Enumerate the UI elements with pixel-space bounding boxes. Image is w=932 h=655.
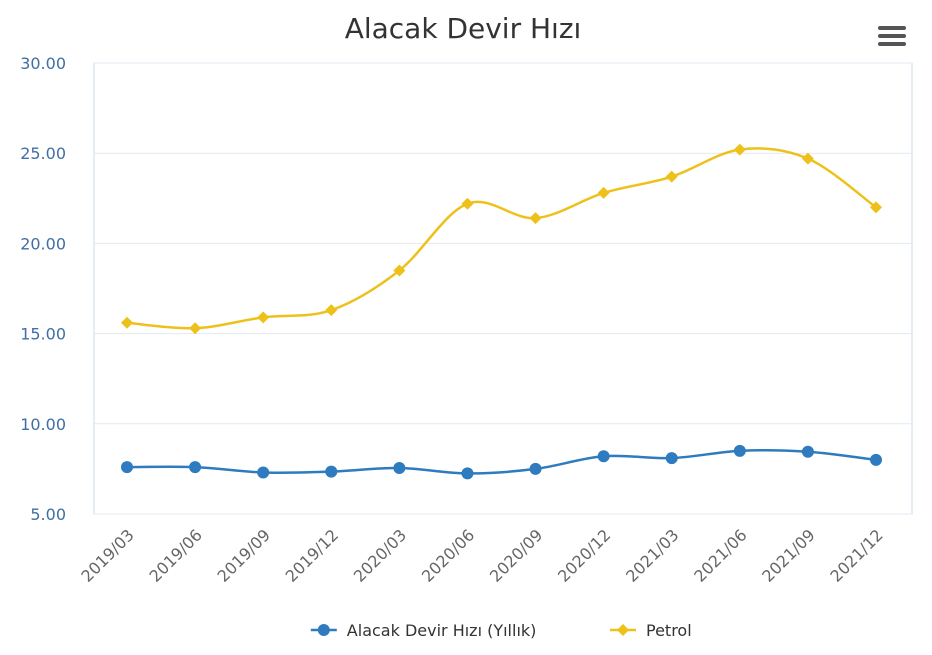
data-point[interactable] bbox=[325, 465, 338, 478]
data-point[interactable] bbox=[665, 170, 678, 183]
x-tick-label: 2019/09 bbox=[214, 525, 274, 585]
data-point[interactable] bbox=[733, 444, 746, 457]
data-point[interactable] bbox=[529, 212, 542, 225]
data-point[interactable] bbox=[121, 316, 133, 329]
data-point[interactable] bbox=[801, 445, 814, 458]
legend-marker[interactable] bbox=[317, 624, 330, 636]
menu-icon[interactable] bbox=[878, 26, 906, 46]
legend-label: Petrol bbox=[646, 621, 692, 640]
x-tick-label: 2021/03 bbox=[622, 525, 682, 585]
data-point[interactable] bbox=[393, 461, 406, 474]
data-point[interactable] bbox=[597, 186, 610, 199]
data-point[interactable] bbox=[393, 264, 406, 277]
x-tick-label: 2021/09 bbox=[758, 525, 818, 585]
data-point[interactable] bbox=[529, 462, 542, 475]
y-tick-label: 30.00 bbox=[20, 54, 66, 73]
data-point[interactable] bbox=[733, 143, 746, 156]
x-tick-label: 2020/09 bbox=[486, 525, 546, 585]
x-tick-label: 2019/03 bbox=[77, 525, 137, 585]
plot-frame bbox=[93, 62, 913, 515]
y-tick-label: 5.00 bbox=[30, 505, 66, 524]
data-point[interactable] bbox=[189, 461, 202, 474]
series-line-2 bbox=[126, 147, 877, 330]
data-point[interactable] bbox=[257, 311, 270, 324]
y-tick-label: 20.00 bbox=[20, 234, 66, 253]
chart-title: Alacak Devir Hızı bbox=[345, 12, 582, 45]
legend-label: Alacak Devir Hızı (Yıllık) bbox=[347, 621, 537, 640]
data-point[interactable] bbox=[870, 201, 882, 214]
x-tick-label: 2019/12 bbox=[282, 525, 342, 585]
data-point[interactable] bbox=[597, 450, 610, 463]
data-point[interactable] bbox=[257, 466, 270, 479]
x-tick-label: 2019/06 bbox=[145, 525, 205, 585]
data-point[interactable] bbox=[121, 461, 133, 474]
data-point[interactable] bbox=[189, 322, 202, 335]
data-point[interactable] bbox=[801, 152, 814, 165]
series-line-1 bbox=[126, 449, 877, 475]
legend-marker[interactable] bbox=[617, 624, 629, 636]
x-tick-label: 2020/06 bbox=[418, 525, 478, 585]
y-tick-label: 25.00 bbox=[20, 144, 66, 163]
legend-item-2[interactable]: Petrol bbox=[610, 621, 692, 640]
data-point[interactable] bbox=[325, 304, 338, 317]
y-tick-label: 10.00 bbox=[20, 415, 66, 434]
data-point[interactable] bbox=[461, 197, 474, 210]
x-tick-label: 2020/12 bbox=[554, 525, 614, 585]
x-tick-label: 2021/12 bbox=[826, 525, 886, 585]
legend-item-1[interactable]: Alacak Devir Hızı (Yıllık) bbox=[310, 621, 537, 640]
y-tick-label: 15.00 bbox=[20, 325, 66, 344]
data-point[interactable] bbox=[870, 453, 882, 466]
data-point[interactable] bbox=[665, 452, 678, 465]
x-tick-label: 2020/03 bbox=[350, 525, 410, 585]
data-point[interactable] bbox=[461, 467, 474, 480]
x-tick-label: 2021/06 bbox=[690, 525, 750, 585]
